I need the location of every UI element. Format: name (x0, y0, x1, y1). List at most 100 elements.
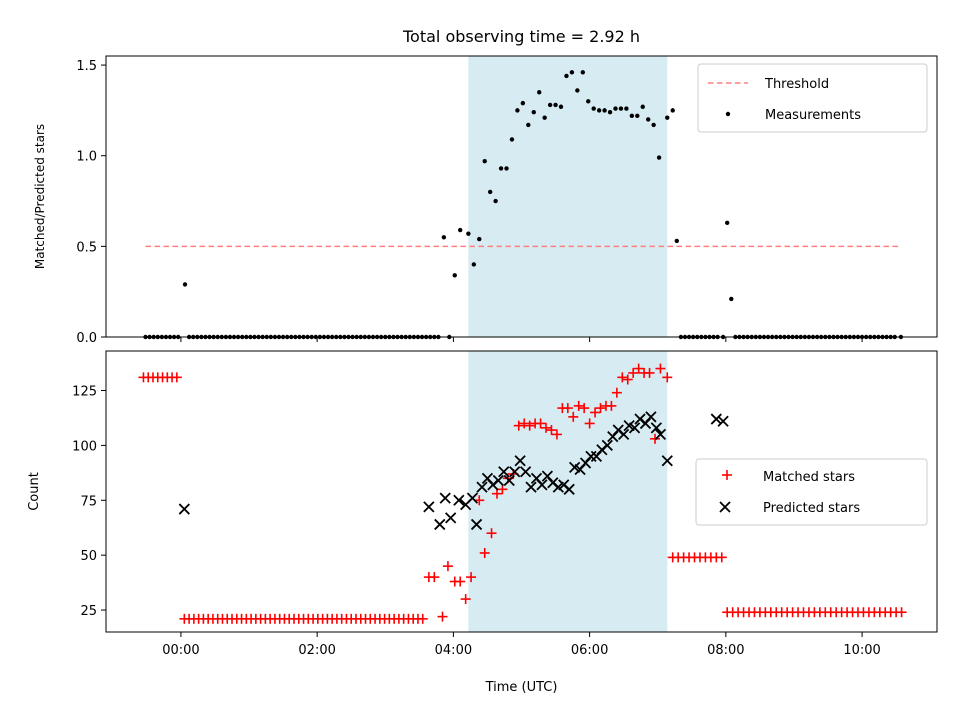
measurement-point (629, 113, 635, 119)
measurement-point (487, 189, 493, 195)
legend-threshold-label: Threshold (764, 77, 829, 92)
matched-star-point (455, 576, 466, 587)
legend-measurements-swatch (725, 111, 731, 117)
predicted-star-point (650, 422, 663, 434)
chart-title: Total observing time = 2.92 h (402, 27, 640, 46)
y-tick-label: 25 (80, 604, 97, 619)
x-tick-label: 02:00 (298, 643, 335, 658)
y-tick-label: 50 (80, 549, 97, 564)
legend-plus-mark (722, 470, 732, 480)
top-y-axis-label: Matched/Predicted stars (33, 124, 47, 269)
x-tick-label: 04:00 (435, 643, 472, 658)
predicted-star-point (470, 518, 483, 531)
predicted-star-point (503, 474, 515, 487)
matched-star-point (524, 420, 535, 431)
x-tick-label: 06:00 (571, 643, 608, 658)
measurement-point (586, 99, 591, 104)
matched-star-point (491, 488, 502, 499)
matched-star-point (551, 429, 562, 440)
measurement-point (498, 166, 504, 171)
measurement-point (645, 117, 651, 122)
measurement-point (547, 102, 553, 108)
matched-star-point (611, 387, 622, 398)
measurement-point (591, 106, 596, 111)
predicted-star-point (519, 466, 532, 478)
matched-star-point (460, 594, 471, 605)
y-tick-label: 0.5 (76, 240, 97, 255)
predicted-star-point (628, 422, 641, 434)
y-tick-label: 1.5 (76, 59, 97, 74)
measurement-point (729, 296, 734, 302)
measurement-point (602, 108, 607, 113)
measurement-point (575, 88, 580, 93)
measurement-point (725, 220, 730, 225)
matched-star-point (546, 425, 557, 436)
legend-predicted-label: Predicted stars (763, 501, 860, 516)
bottom-data-marks (138, 363, 907, 624)
predicted-star-point (710, 413, 722, 425)
bottom-legend-box (695, 458, 928, 526)
predicted-star-point (476, 481, 488, 493)
matched-star-point (716, 552, 727, 563)
top-data-marks (143, 70, 904, 340)
x-tick-label: 00:00 (162, 643, 199, 658)
predicted-star-point (601, 439, 613, 452)
measurement-point (504, 166, 509, 171)
measurement-point (607, 110, 613, 115)
y-tick-label: 75 (80, 494, 97, 509)
y-tick-label: 125 (72, 385, 97, 400)
x-tick-label: 08:00 (707, 643, 744, 658)
legend-predicted-swatch (719, 501, 731, 513)
matched-star-point (595, 403, 606, 414)
y-tick-label: 1.0 (76, 150, 97, 165)
measurement-point (520, 100, 526, 106)
matched-star-point (579, 403, 590, 414)
predicted-star-point (654, 428, 667, 441)
predicted-star-point (563, 483, 575, 495)
matched-star-point (497, 484, 508, 495)
matched-star-point (429, 572, 440, 583)
matched-star-point (437, 611, 448, 622)
matched-star-point (584, 418, 595, 429)
predicted-star-point (466, 492, 479, 504)
predicted-star-point (525, 481, 537, 493)
measurement-point (651, 122, 656, 128)
matched-star-point (573, 400, 584, 411)
x-axis-label: Time (UTC) (485, 680, 558, 695)
measurement-point (624, 106, 629, 111)
measurement-point (471, 262, 477, 267)
matched-star-point (474, 495, 485, 506)
matched-star-point (519, 418, 530, 429)
matched-star-point (568, 411, 579, 422)
bottom-panel: 25 50 75 100 125 00:00 02:00 04:00 06:00 08:00 10:… (27, 350, 938, 695)
bottom-axes-frame (105, 350, 938, 633)
matched-star-point (562, 403, 573, 414)
measurement-point (670, 108, 675, 113)
predicted-star-point (423, 501, 435, 513)
top-axis-ticks: 0.0 0.5 1.0 1.5 (76, 59, 863, 346)
top-legend-box (697, 63, 928, 133)
matched-star-point (513, 420, 524, 431)
measurement-point (457, 227, 463, 233)
y-tick-label: 0.0 (76, 331, 97, 346)
matched-star-point (622, 374, 633, 385)
matched-star-point (628, 367, 639, 378)
matched-star-point (633, 363, 644, 374)
measurement-point (509, 137, 515, 142)
predicted-star-point (492, 474, 504, 487)
bottom-axis-ticks: 25 50 75 100 125 00:00 02:00 04:00 06:00 08:00 10:… (72, 385, 881, 658)
measurement-point (542, 115, 547, 120)
y-tick-label: 100 (72, 439, 97, 454)
predicted-star-point (434, 518, 446, 531)
matched-star-point (617, 372, 628, 383)
measurement-point (635, 113, 640, 119)
observing-window-shade-top (468, 56, 668, 337)
bottom-y-axis-label: Count (27, 472, 42, 511)
measurement-point (441, 235, 447, 240)
bottom-legend: Matched stars Predicted stars (695, 458, 928, 526)
top-axes-frame (105, 55, 938, 338)
matched-star-point (466, 572, 477, 583)
matched-star-point (535, 418, 546, 429)
measurement-point (656, 155, 662, 160)
